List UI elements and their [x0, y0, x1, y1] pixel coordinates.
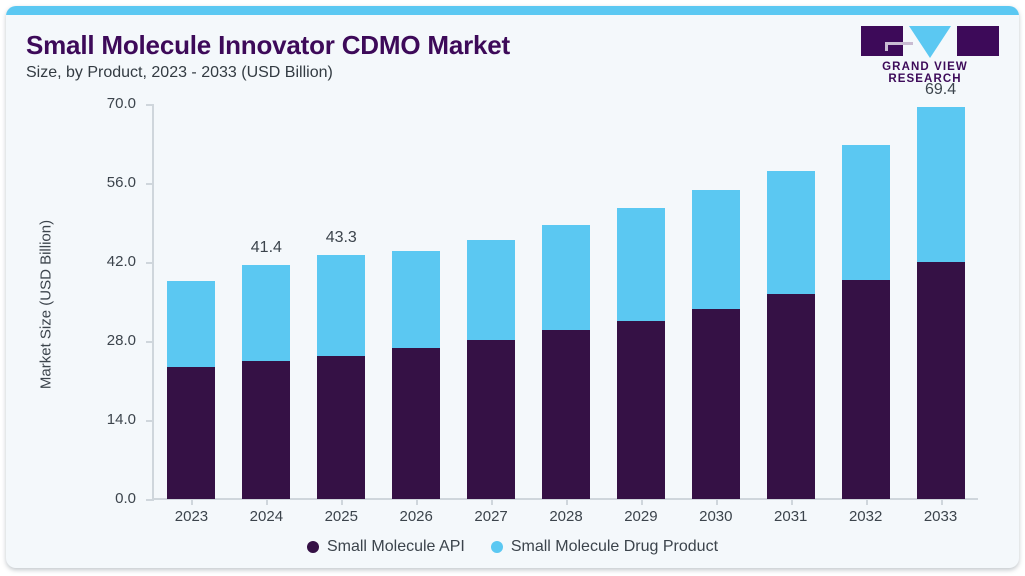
y-tick-label-text: 28.0 — [106, 332, 136, 349]
x-tick-mark — [640, 499, 643, 505]
bar-segment-small-molecule-drug-product[interactable] — [317, 254, 366, 357]
bar-value-label: 43.3 — [325, 228, 357, 246]
x-tick-label: 2023 — [174, 508, 209, 525]
y-tick-mark — [146, 499, 154, 501]
bar-segment-small-molecule-drug-product[interactable] — [392, 250, 441, 348]
bar-segment-small-molecule-drug-product[interactable] — [542, 224, 590, 331]
x-tick-mark — [566, 499, 568, 505]
x-tick-label: 2027 — [474, 508, 508, 525]
page-subtitle: Size, by Product, 2023 - 2033 (USD Billi… — [26, 64, 333, 81]
x-tick-mark — [715, 499, 718, 505]
y-tick-label-text: 0.0 — [115, 490, 136, 507]
bar-value-label: 69.4 — [924, 81, 957, 99]
y-tick-label-text: 42.0 — [106, 253, 136, 270]
x-tick-label: 2024 — [249, 508, 284, 525]
logo-r-icon — [957, 26, 999, 56]
x-tick-label: 2028 — [549, 508, 583, 525]
x-tick-mark — [416, 499, 419, 505]
logo-g-tick — [885, 42, 888, 51]
bar-segment-small-molecule-drug-product[interactable] — [841, 144, 890, 280]
x-tick-mark — [790, 499, 793, 505]
bar-segment-small-molecule-api[interactable] — [542, 330, 590, 499]
bar-value-label: 41.4 — [250, 239, 282, 257]
bar-segment-small-molecule-drug-product[interactable] — [691, 189, 740, 310]
legend-item-label: Small Molecule Drug Product — [510, 538, 719, 555]
page-title: Small Molecule Innovator CDMO Market — [26, 30, 511, 60]
x-tick-label: 2025 — [324, 508, 358, 525]
y-axis-title: Market Size (USD Billion) — [37, 219, 55, 390]
legend-item[interactable]: Small Molecule API — [306, 538, 465, 556]
logo-marks — [845, 24, 1005, 58]
y-tick-mark — [146, 262, 154, 264]
x-tick-mark — [865, 499, 868, 505]
bar-segment-small-molecule-api[interactable] — [317, 356, 366, 499]
logo-g-bar — [885, 42, 913, 45]
x-tick-mark — [341, 499, 344, 505]
x-tick-label: 2030 — [699, 508, 733, 525]
top-accent-bar — [6, 6, 1019, 15]
bar-segment-small-molecule-drug-product[interactable] — [467, 240, 516, 340]
bar-segment-small-molecule-drug-product[interactable] — [167, 280, 216, 367]
bar-segment-small-molecule-api[interactable] — [167, 366, 216, 499]
x-tick-label: 2029 — [624, 508, 658, 525]
bar-segment-small-molecule-drug-product[interactable] — [242, 265, 291, 362]
logo-wordmark: GRAND VIEW RESEARCH — [882, 61, 968, 85]
y-tick-mark — [146, 183, 154, 185]
bar-segment-small-molecule-api[interactable] — [242, 361, 291, 499]
x-tick-label: 2032 — [848, 508, 883, 525]
y-tick-label-text: 70.0 — [106, 95, 136, 112]
bar-segment-small-molecule-api[interactable] — [691, 309, 740, 499]
x-tick-mark — [491, 499, 494, 505]
bar-segment-small-molecule-api[interactable] — [841, 279, 890, 499]
x-tick-mark — [940, 499, 943, 505]
bar-segment-small-molecule-api[interactable] — [766, 293, 815, 499]
bar-segment-small-molecule-drug-product[interactable] — [616, 208, 665, 321]
y-tick-mark — [146, 104, 154, 106]
chart-plot-area: Market Size (USD Billion) 0.0 14.0 28.0 42.… — [6, 6, 1019, 568]
x-axis-line — [152, 498, 978, 500]
bar-segment-small-molecule-api[interactable] — [467, 339, 516, 499]
legend-color-swatch-icon — [306, 541, 319, 553]
legend-color-swatch-icon — [490, 541, 503, 553]
bar-segment-small-molecule-api[interactable] — [616, 320, 665, 499]
x-tick-label: 2026 — [399, 508, 433, 525]
bar-segment-small-molecule-drug-product[interactable] — [916, 107, 965, 262]
bar-segment-small-molecule-drug-product[interactable] — [766, 170, 815, 294]
y-tick-mark — [146, 420, 154, 422]
legend-item[interactable]: Small Molecule Drug Product — [490, 538, 719, 556]
logo-v-triangle-icon — [909, 26, 951, 58]
bar-series-container: 41.4 43.3 69.4 — [154, 81, 978, 499]
x-tick-mark — [266, 499, 269, 505]
legend-item-label: Small Molecule API — [326, 538, 465, 555]
bar-segment-small-molecule-api[interactable] — [916, 262, 965, 499]
bar-segment-small-molecule-api[interactable] — [392, 347, 441, 499]
y-tick-label-text: 14.0 — [106, 411, 136, 428]
y-tick-label-text: 56.0 — [106, 174, 136, 191]
logo-g-icon — [861, 26, 913, 56]
chart-card: Small Molecule Innovator CDMO Market Siz… — [6, 6, 1019, 568]
x-tick-mark — [191, 499, 194, 505]
brand-logo: GRAND VIEW RESEARCH — [845, 24, 1005, 85]
y-axis-line — [152, 104, 154, 499]
x-tick-label: 2031 — [774, 508, 808, 525]
y-tick-mark — [146, 341, 154, 343]
chart-legend: Small Molecule API Small Molecule Drug Pr… — [6, 538, 1019, 556]
x-tick-label: 2033 — [923, 508, 958, 525]
